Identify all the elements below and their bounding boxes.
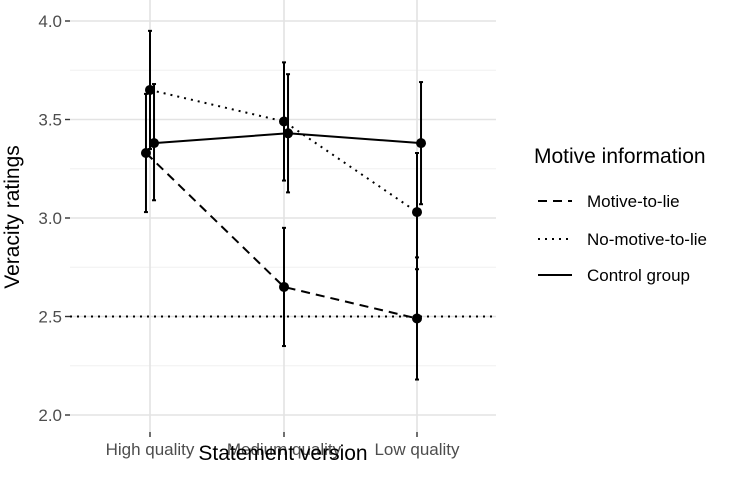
axes: 2.0 2.5 3.0 3.5 4.0 High quality Medium qualit…	[38, 12, 460, 459]
y-tick-label: 3.0	[38, 209, 62, 228]
legend-label: Control group	[587, 266, 690, 285]
series-no-motive-to-lie	[145, 29, 422, 271]
data-point	[149, 138, 160, 149]
y-tick-label: 2.5	[38, 308, 62, 327]
data-point	[416, 138, 427, 149]
series-layer	[140, 29, 427, 381]
x-axis-label: Statement version	[198, 442, 367, 465]
x-tick-label: Medium quality	[227, 440, 342, 459]
y-tick-label: 3.5	[38, 111, 62, 130]
data-point	[412, 207, 422, 218]
data-point	[412, 313, 422, 324]
legend-items: Motive-to-lie No-motive-to-lie Control gro…	[538, 192, 707, 285]
legend-label: Motive-to-lie	[587, 192, 680, 211]
data-point	[279, 116, 289, 127]
legend-title: Motive information	[534, 145, 706, 168]
data-point	[283, 128, 294, 139]
series-control-group	[149, 73, 427, 206]
y-tick-label: 4.0	[38, 12, 62, 31]
legend: Motive information Motive-to-lie No-motiv…	[534, 145, 707, 285]
series-line	[145, 152, 418, 320]
x-tick-label: Low quality	[374, 440, 460, 459]
data-point	[140, 147, 151, 158]
y-tick-label: 2.0	[38, 406, 62, 425]
y-axis-label: Veracity ratings	[1, 145, 24, 289]
data-point	[279, 281, 289, 292]
series-motive-to-lie	[140, 92, 422, 381]
data-point	[145, 84, 155, 95]
x-tick-label: High quality	[106, 440, 195, 459]
legend-label: No-motive-to-lie	[587, 230, 707, 249]
